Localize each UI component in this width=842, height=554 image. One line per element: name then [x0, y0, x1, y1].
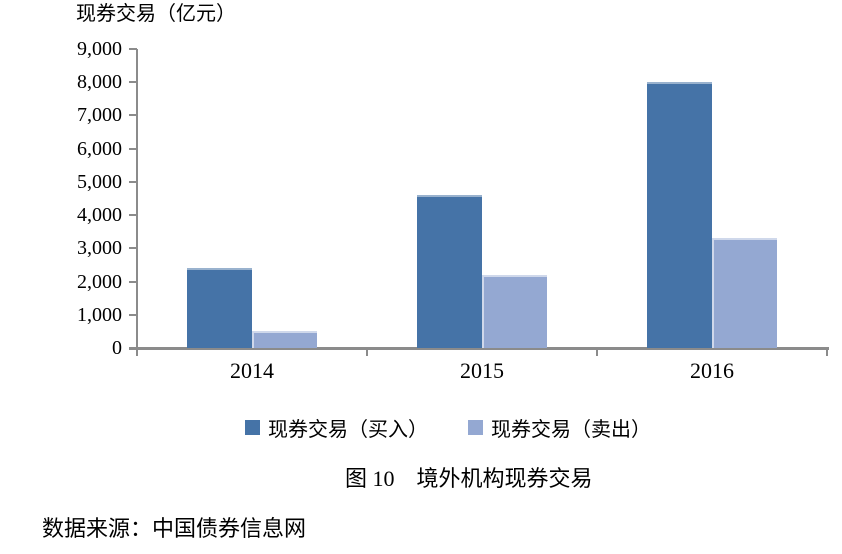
y-axis-tick: [129, 147, 137, 150]
legend: 现券交易（买入） 现券交易（卖出）: [245, 413, 651, 441]
legend-label-sell: 现券交易（卖出）: [491, 418, 651, 441]
y-axis-tick: [129, 114, 137, 117]
legend-item-sell: 现券交易（卖出）: [468, 413, 651, 442]
bar-sell-2016: [712, 238, 777, 348]
y-axis-tick: [129, 280, 137, 283]
x-axis-tick: [596, 349, 598, 356]
x-axis-label: 2015: [460, 358, 504, 383]
y-axis-label: 0: [112, 337, 122, 359]
x-axis-label: 2016: [690, 358, 734, 383]
y-axis-tick: [129, 48, 137, 50]
y-axis-tick: [129, 214, 137, 217]
legend-swatch-sell-icon: [468, 419, 483, 435]
bar-buy-2015: [417, 195, 482, 348]
bar-buy-2016: [647, 82, 712, 348]
y-axis-tick: [129, 180, 137, 183]
legend-label-buy: 现券交易（买入）: [268, 418, 428, 441]
y-axis-label: 6,000: [77, 137, 122, 160]
x-axis-tick: [366, 349, 368, 356]
chart-title: 现券交易（亿元）: [76, 3, 236, 25]
y-axis-label: 2,000: [77, 270, 122, 293]
y-axis-label: 3,000: [77, 237, 122, 260]
x-axis-label: 2014: [230, 358, 274, 383]
x-axis-line: [129, 347, 829, 350]
y-axis-label: 5,000: [77, 170, 122, 193]
y-axis-tick: [129, 81, 137, 84]
figure-caption: 图 10 境外机构现券交易: [345, 466, 593, 491]
y-axis-label: 7,000: [77, 104, 122, 127]
bar-sell-2015: [482, 274, 547, 348]
y-axis-label: 9,000: [77, 38, 122, 60]
y-axis-label: 4,000: [77, 204, 122, 227]
y-axis-tick: [129, 313, 137, 316]
y-axis-label: 8,000: [77, 71, 122, 94]
bar-sell-2014: [252, 331, 317, 348]
y-axis-tick: [129, 247, 137, 250]
legend-swatch-buy-icon: [245, 419, 260, 435]
x-axis-tick: [826, 349, 828, 356]
legend-item-buy: 现券交易（买入）: [245, 413, 428, 442]
bar-buy-2014: [187, 268, 252, 348]
data-source: 数据来源：中国债券信息网: [42, 516, 307, 541]
y-axis-label: 1,000: [77, 303, 122, 326]
y-axis-line: [136, 49, 138, 356]
